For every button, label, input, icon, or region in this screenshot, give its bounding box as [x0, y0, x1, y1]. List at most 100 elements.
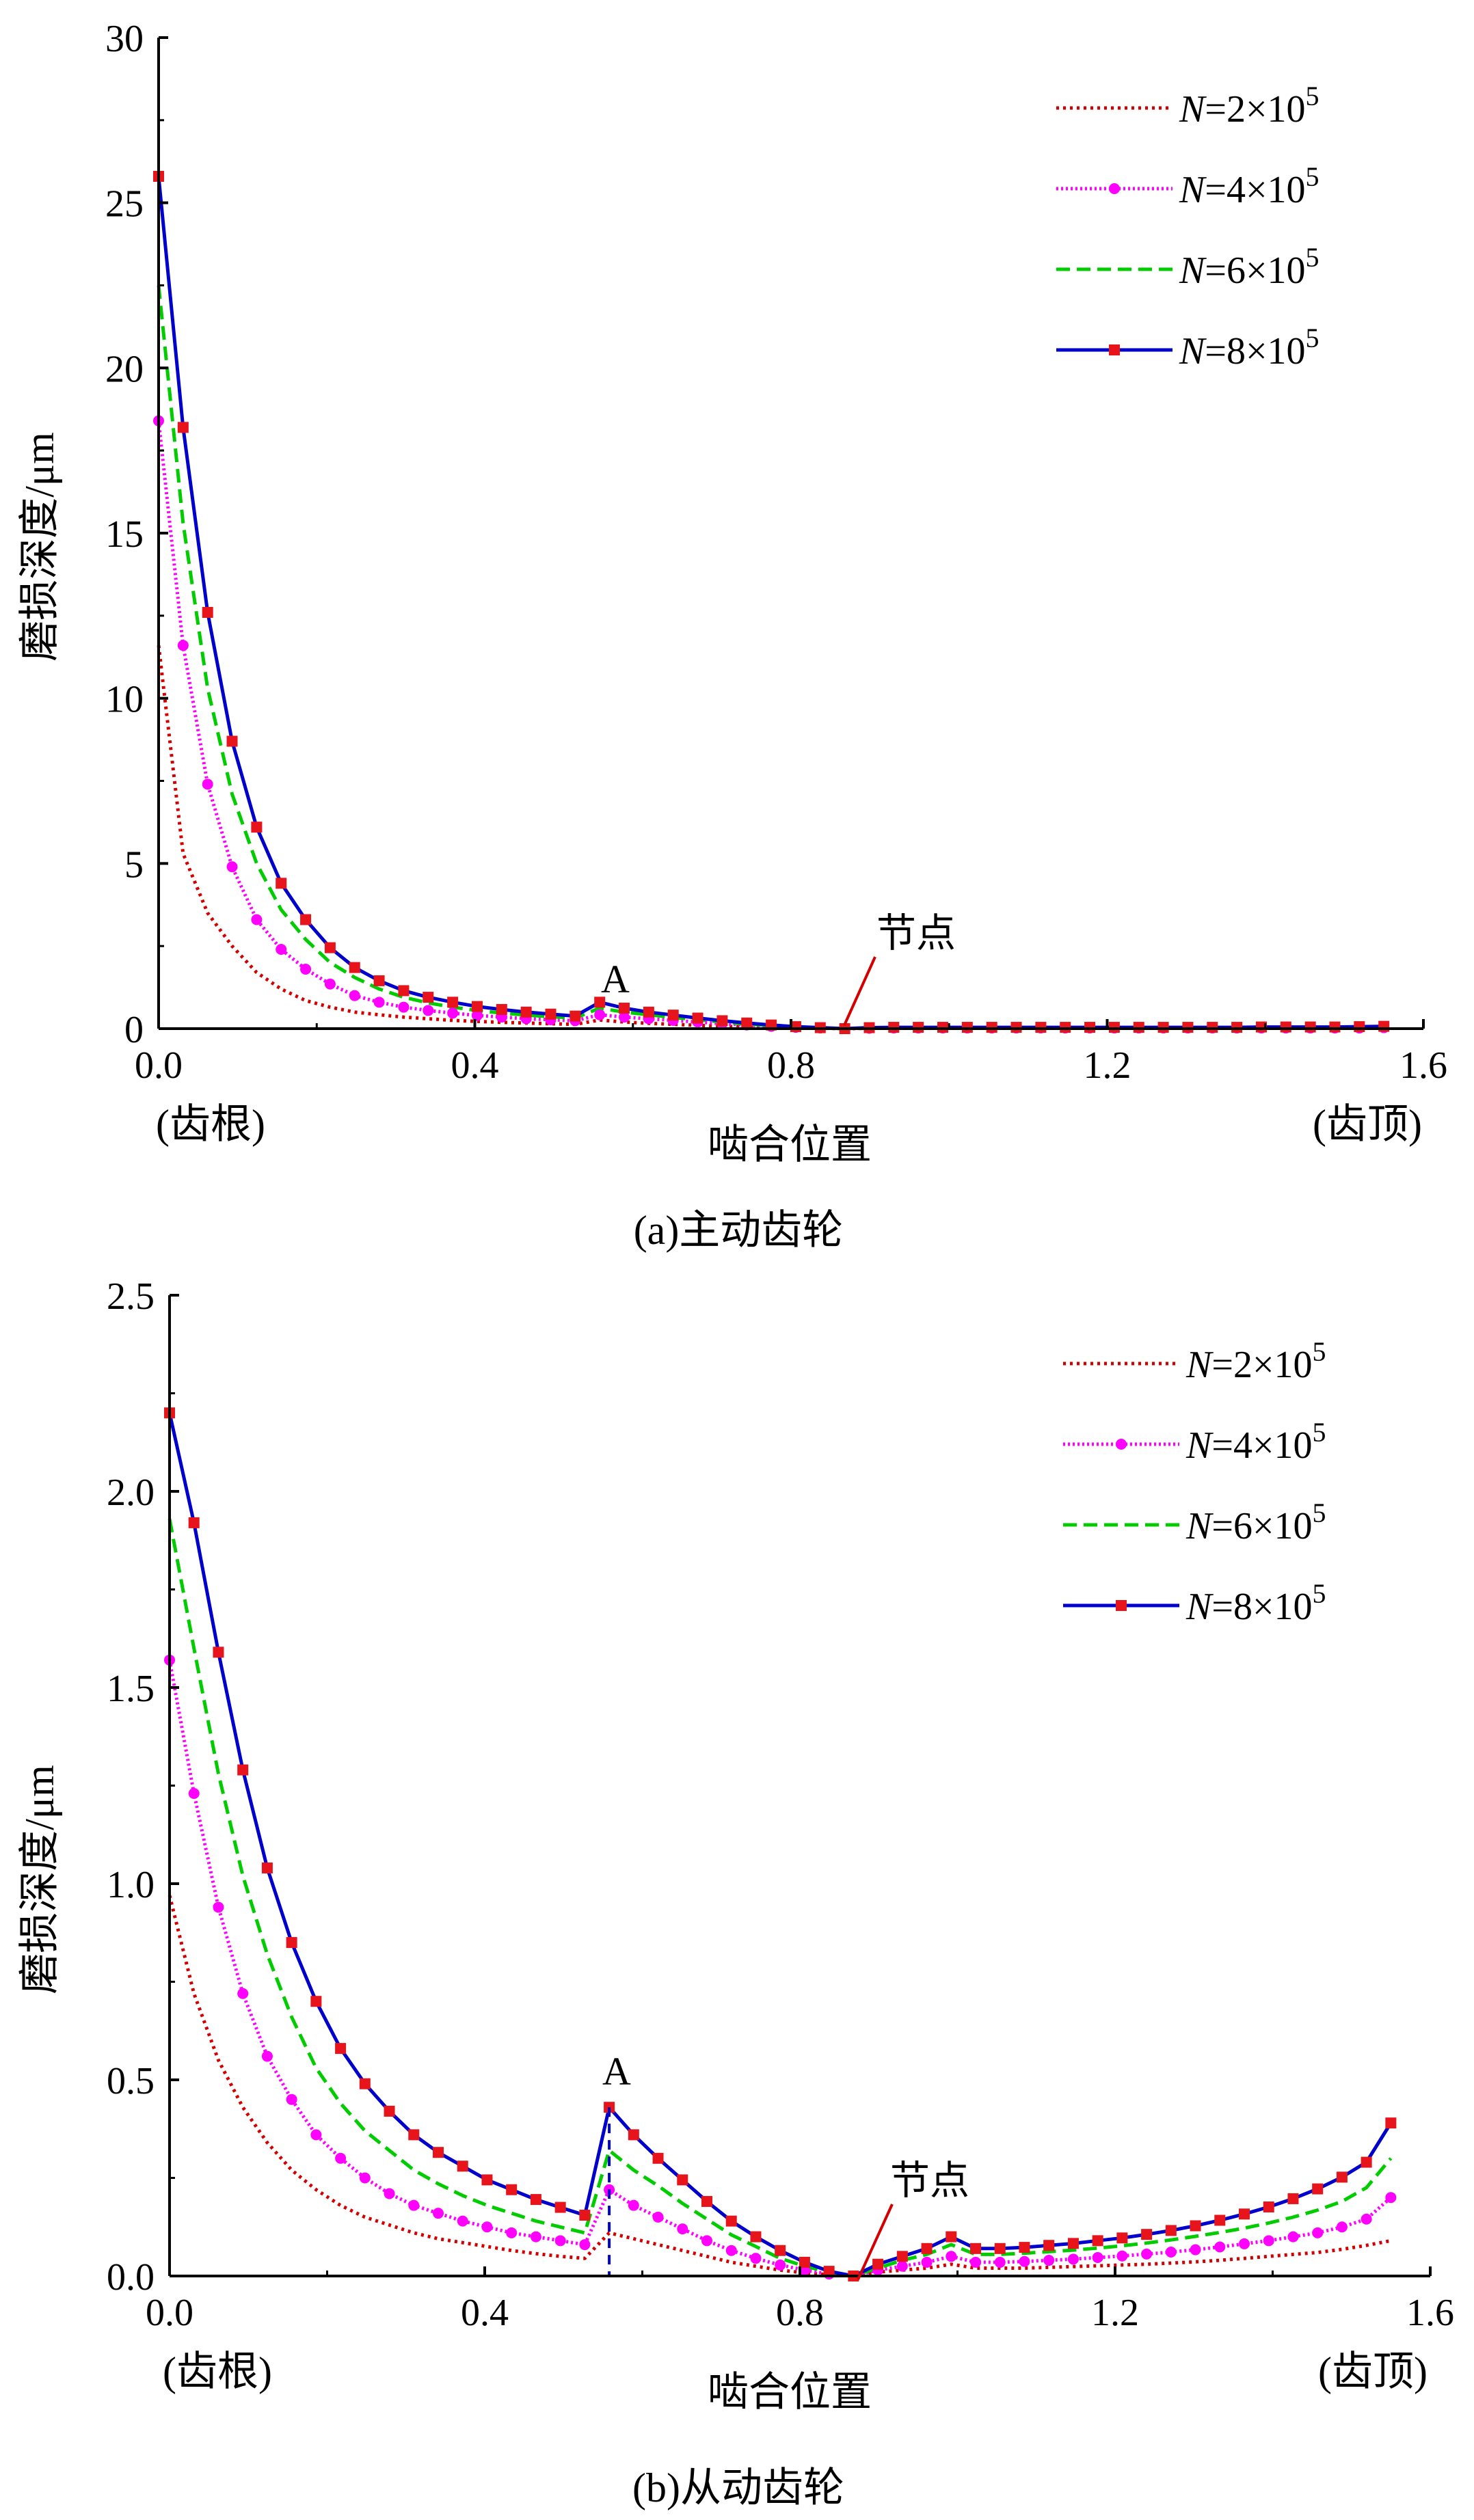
data-point-n8-b — [261, 1862, 273, 1874]
data-point-n8-a — [202, 607, 213, 618]
data-point-n8-b — [1141, 2229, 1153, 2240]
x-right-note-b: (齿顶) — [1318, 2349, 1428, 2394]
pitch-point-pointer-a — [843, 956, 876, 1026]
data-point-n8-a — [251, 822, 263, 833]
data-point-n8-b — [310, 1996, 322, 2007]
data-point-n4-b — [1165, 2246, 1177, 2258]
data-point-n8-a — [545, 1008, 557, 1020]
data-point-n4-b — [1019, 2255, 1030, 2267]
data-point-n8-b — [921, 2243, 933, 2254]
x-tick-label-b: 1.2 — [1091, 2292, 1139, 2334]
y-tick-label-a: 10 — [105, 679, 144, 721]
data-point-n8-a — [177, 422, 189, 433]
data-point-n8-a — [520, 1006, 532, 1018]
axes-b — [168, 1294, 1432, 2277]
legend-marker-b — [1116, 1439, 1127, 1450]
data-point-n4-b — [1263, 2235, 1274, 2247]
tick-labels-b: 0.0 0.5 1.0 1.5 2.0 2.5 0.0 0.4 0.8 1.2 1.6 — [107, 1275, 1454, 2334]
data-point-n8-b — [1214, 2214, 1226, 2226]
legend-label-n6-b: N=6×105 — [1185, 1498, 1326, 1547]
data-point-n8-b — [970, 2243, 982, 2254]
data-point-n8-b — [359, 2078, 371, 2089]
annotation-a-label: A — [601, 957, 630, 1001]
pitch-point-label-a: 节点 — [876, 911, 956, 956]
y-tick-label-a: 20 — [105, 348, 144, 390]
legend-marker-a — [1109, 183, 1120, 194]
y-tick-label-b: 2.0 — [107, 1472, 155, 1514]
data-point-n4-b — [628, 2199, 639, 2211]
data-point-n8-b — [994, 2243, 1006, 2254]
data-point-n8-b — [335, 2043, 347, 2055]
data-point-n8-a — [349, 962, 360, 973]
data-point-n4-b — [1043, 2255, 1055, 2266]
data-point-n8-a — [570, 1010, 581, 1022]
data-point-n8-b — [750, 2231, 762, 2243]
data-point-n8-b — [677, 2174, 688, 2186]
data-point-n8-b — [506, 2184, 518, 2195]
data-point-n8-a — [619, 1003, 630, 1014]
data-point-n8-b — [237, 1764, 249, 1776]
data-point-n4-b — [1214, 2241, 1226, 2253]
data-point-n8-a — [1304, 1021, 1316, 1033]
tick-labels-a: 0 5 10 15 20 25 30 0.0 0.4 0.8 1.2 1.6 — [105, 18, 1447, 1087]
data-point-n8-a — [447, 997, 459, 1008]
data-point-n4-b — [213, 1901, 224, 1913]
legend-a: N=2×105 N=4×105 N=6×105 N=8×105 — [1056, 81, 1319, 372]
series-line-n6-a — [157, 285, 1384, 1031]
data-point-n8-b — [1116, 2232, 1128, 2244]
data-point-n8-b — [1239, 2208, 1250, 2220]
data-point-n8-a — [471, 1001, 483, 1012]
data-point-n4-b — [946, 2251, 957, 2262]
legend-label-n4-a: N=4×105 — [1179, 161, 1319, 211]
data-point-n4-b — [408, 2199, 420, 2211]
data-point-n4-b — [433, 2208, 444, 2219]
legend-b: N=2×105 N=4×105 N=6×105 N=8×105 — [1063, 1336, 1326, 1628]
x-tick-label-b: 0.4 — [461, 2292, 509, 2334]
x-right-note-a: (齿顶) — [1313, 1102, 1422, 1147]
data-point-n4-b — [970, 2256, 982, 2268]
data-point-n8-a — [324, 942, 336, 953]
y-tick-label-a: 5 — [124, 843, 144, 886]
data-point-n8-b — [1019, 2242, 1030, 2253]
data-point-n8-b — [1312, 2183, 1324, 2195]
data-point-n8-b — [1361, 2156, 1372, 2168]
data-point-n8-a — [1329, 1021, 1341, 1033]
data-point-n4-a — [202, 778, 213, 790]
data-point-n4-b — [1116, 2250, 1128, 2262]
data-point-n4-a — [447, 1007, 459, 1019]
data-point-n4-b — [1385, 2192, 1397, 2204]
x-left-note-a: (齿根) — [156, 1102, 265, 1147]
data-point-n4-b — [579, 2239, 591, 2251]
data-point-n4-a — [373, 997, 385, 1008]
y-tick-label-b: 2.5 — [107, 1275, 155, 1318]
data-point-n8-b — [1092, 2235, 1103, 2247]
legend-label-n8-b: N=8×105 — [1185, 1578, 1326, 1628]
marker-layer-b — [164, 1407, 1397, 2281]
y-tick-label-b: 1.5 — [107, 1668, 155, 1710]
data-point-n8-b — [1385, 2117, 1397, 2129]
data-point-n8-b — [775, 2245, 786, 2256]
data-point-n4-a — [300, 964, 312, 975]
x-tick-label-a: 0.8 — [767, 1044, 815, 1087]
data-point-n8-b — [725, 2215, 737, 2227]
data-point-n4-b — [1067, 2253, 1079, 2265]
x-tick-label-a: 0.0 — [135, 1044, 183, 1087]
x-tick-label-a: 0.4 — [451, 1044, 499, 1087]
data-point-n8-a — [423, 992, 434, 1003]
data-point-n4-b — [1312, 2227, 1324, 2238]
data-point-n4-b — [1361, 2213, 1372, 2225]
data-point-n4-b — [310, 2129, 322, 2141]
data-point-n8-b — [481, 2174, 493, 2186]
data-point-n4-a — [251, 914, 263, 925]
axes-a — [157, 36, 1425, 1030]
y-tick-label-a: 25 — [105, 183, 144, 226]
legend-label-n6-a: N=6×105 — [1179, 242, 1319, 292]
data-point-n8-b — [1263, 2201, 1274, 2212]
data-point-n8-b — [823, 2266, 835, 2277]
data-point-n8-a — [716, 1015, 728, 1027]
data-point-n8-b — [384, 2105, 395, 2117]
data-point-n4-b — [1287, 2231, 1299, 2243]
data-point-n8-b — [701, 2195, 713, 2207]
data-point-n8-a — [741, 1017, 753, 1029]
